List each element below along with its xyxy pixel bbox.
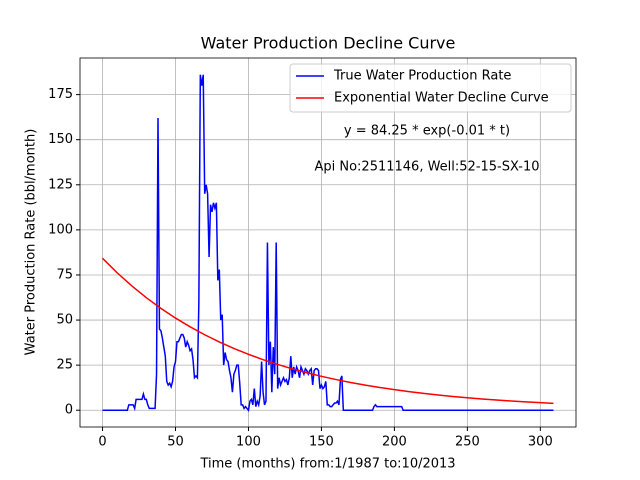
x-tick-label: 200: [382, 435, 407, 450]
y-tick-label: 175: [48, 87, 73, 102]
y-axis-label: Water Production Rate (bbl/month): [24, 129, 39, 356]
annotation: y = 84.25 * exp(-0.01 * t): [344, 124, 510, 139]
y-tick-label: 50: [56, 313, 73, 328]
legend-label: True Water Production Rate: [333, 69, 511, 84]
x-axis-label: Time (months) from:1/1987 to:10/2013: [199, 457, 455, 472]
annotation: Api No:2511146, Well:52-15-SX-10: [314, 160, 539, 175]
legend-label: Exponential Water Decline Curve: [334, 91, 549, 106]
x-tick-label: 100: [236, 435, 261, 450]
y-tick-label: 100: [48, 222, 73, 237]
y-tick-label: 150: [48, 132, 73, 147]
data-line: [102, 74, 554, 413]
y-tick-label: 125: [48, 177, 73, 192]
y-tick-label: 25: [56, 358, 73, 373]
x-tick-label: 150: [309, 435, 334, 450]
chart-title: Water Production Decline Curve: [201, 34, 456, 53]
y-tick-label: 0: [65, 403, 73, 418]
x-tick-label: 300: [528, 435, 553, 450]
y-tick-label: 75: [56, 267, 73, 282]
x-tick-label: 50: [167, 435, 184, 450]
x-tick-label: 0: [98, 435, 106, 450]
data-line: [102, 257, 554, 405]
plot-frame: [79, 57, 577, 428]
x-tick-label: 250: [455, 435, 480, 450]
legend-box: [289, 63, 572, 113]
